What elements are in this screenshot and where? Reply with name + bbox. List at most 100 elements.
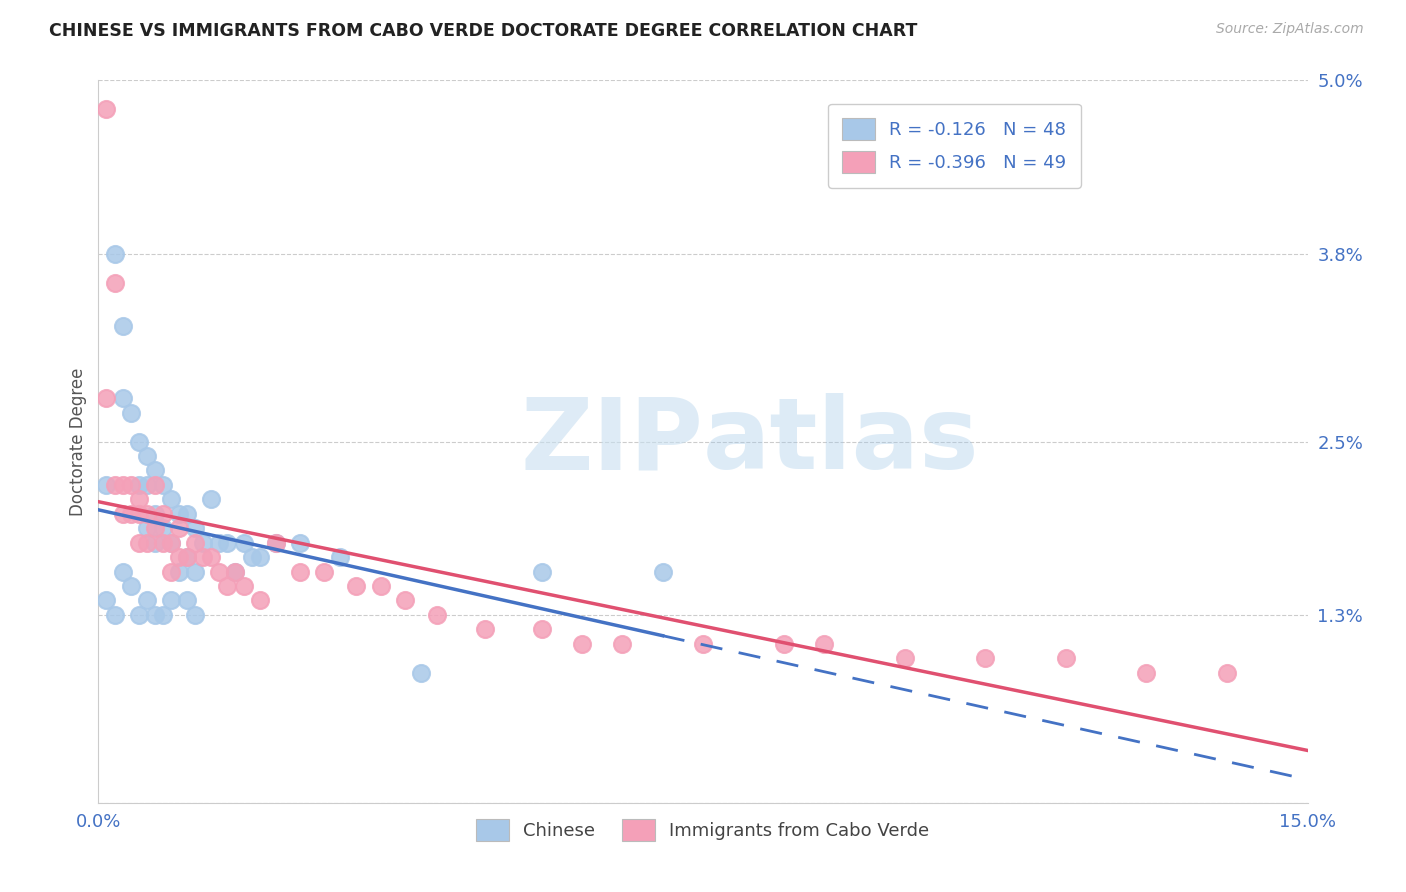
Point [184,535,207,549]
Point [96,102,118,116]
Point [208,535,231,549]
Point [193,550,215,565]
Point [200,492,222,507]
Point [120,507,142,521]
Point [409,665,432,680]
Point [135,449,157,463]
Point [217,579,239,593]
Point [128,535,150,549]
Y-axis label: Doctorate Degree: Doctorate Degree [69,368,87,516]
Legend: Chinese, Immigrants from Cabo Verde: Chinese, Immigrants from Cabo Verde [463,805,943,855]
Point [143,507,166,521]
Point [152,507,174,521]
Point [135,521,157,535]
Point [344,579,367,593]
Point [167,550,190,565]
Point [288,535,311,549]
Point [530,623,553,637]
Point [772,637,794,651]
Point [111,565,134,579]
Point [264,535,287,549]
Point [143,521,166,535]
Point [96,478,118,492]
Point [571,637,593,651]
Point [184,565,207,579]
Point [224,565,246,579]
Point [329,550,352,565]
Point [111,318,134,333]
Point [167,565,190,579]
Point [120,579,142,593]
Point [128,434,150,449]
Point [103,276,125,290]
Point [135,478,157,492]
Point [128,492,150,507]
Point [264,535,287,549]
Point [152,521,174,535]
Text: ZIP: ZIP [520,393,703,490]
Point [135,507,157,521]
Point [103,478,125,492]
Point [135,593,157,607]
Point [176,550,198,565]
Text: CHINESE VS IMMIGRANTS FROM CABO VERDE DOCTORATE DEGREE CORRELATION CHART: CHINESE VS IMMIGRANTS FROM CABO VERDE DO… [49,22,918,40]
Point [135,535,157,549]
Point [232,579,254,593]
Point [224,565,246,579]
Point [1135,665,1157,680]
Point [128,478,150,492]
Point [370,579,392,593]
Point [813,637,835,651]
Text: atlas: atlas [703,393,980,490]
Point [1216,665,1239,680]
Point [426,607,449,622]
Point [176,550,198,565]
Point [184,607,207,622]
Point [128,507,150,521]
Point [160,535,183,549]
Point [176,507,198,521]
Point [167,521,190,535]
Point [184,521,207,535]
Text: Source: ZipAtlas.com: Source: ZipAtlas.com [1216,22,1364,37]
Point [111,391,134,405]
Point [103,607,125,622]
Point [160,565,183,579]
Point [152,607,174,622]
Point [160,492,183,507]
Point [1054,651,1077,665]
Point [651,565,673,579]
Point [120,406,142,420]
Point [474,623,496,637]
Point [217,535,239,549]
Point [893,651,915,665]
Point [240,550,263,565]
Point [288,565,311,579]
Point [176,593,198,607]
Point [193,535,215,549]
Point [692,637,714,651]
Point [612,637,634,651]
Point [111,478,134,492]
Point [120,478,142,492]
Point [152,478,174,492]
Point [96,593,118,607]
Point [103,246,125,260]
Point [143,478,166,492]
Point [96,391,118,405]
Point [249,593,271,607]
Point [249,550,271,565]
Point [200,550,222,565]
Point [152,535,174,549]
Point [167,507,190,521]
Point [143,463,166,477]
Point [160,535,183,549]
Point [974,651,997,665]
Point [314,565,336,579]
Point [160,593,183,607]
Point [530,565,553,579]
Point [232,535,254,549]
Point [111,507,134,521]
Point [394,593,416,607]
Point [208,565,231,579]
